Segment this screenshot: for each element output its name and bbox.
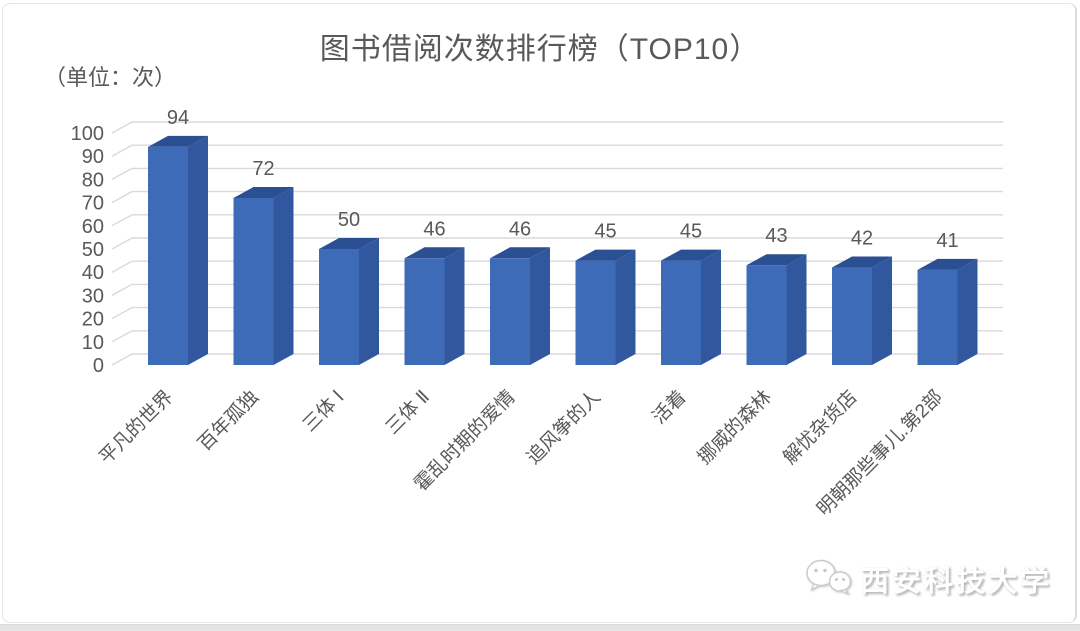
bar-side-face [188,135,208,365]
bar-value-label: 43 [765,225,787,247]
bar-top-face [661,249,721,261]
bar-group [319,238,379,365]
bar-value-label: 42 [851,228,873,250]
x-category-label: 追风筝的人 [522,386,605,469]
bar-front-face [917,269,958,365]
bar-group [746,254,807,365]
bar-top-face [832,256,892,268]
bar-top-face [404,247,465,259]
bar-group [575,249,636,365]
bar-group [917,258,978,365]
bar-top-face [746,254,807,266]
bar-side-face [273,186,294,365]
y-tick-label: 20 [82,309,104,331]
y-tick-label: 100 [71,123,104,145]
bar-side-face [872,256,892,365]
y-tick-label: 40 [82,262,104,284]
bar-side-face [615,249,636,365]
y-tick-label: 70 [82,193,104,215]
bar-front-face [746,265,787,365]
bar-front-face [490,258,530,365]
bar-value-label: 46 [423,218,445,240]
gridline [111,237,1003,250]
y-tick-label: 80 [82,169,104,191]
bar-group [148,135,208,365]
bar-front-face [832,267,872,365]
bar-side-face [444,247,465,365]
bar-top-face [917,258,978,270]
bar-group [233,186,294,365]
bar-value-label: 50 [338,209,360,231]
y-tick-label: 90 [82,146,104,168]
chart-title: 图书借阅次数排行榜（TOP10） [319,33,761,66]
bar-front-face [148,146,188,365]
y-tick-label: 0 [93,355,104,377]
bar-top-face [148,135,208,147]
bar-side-face [530,247,550,365]
bar-value-label: 45 [680,221,702,243]
bar-front-face [404,258,445,365]
gridline [111,121,1003,134]
bar-side-face [786,254,807,365]
x-category-label: 三体 Ⅱ [381,386,434,439]
bar-front-face [233,197,274,365]
bar-group [661,249,721,365]
x-category-label: 三体 Ⅰ [298,386,348,436]
watermark-text: 西安科技大学 [859,566,1052,598]
bar-group [490,247,550,365]
bar-top-face [319,238,379,249]
bottom-strip [0,624,1080,631]
x-category-label: 挪威的森林 [693,386,776,469]
wechat-icon [806,559,852,595]
x-category-label: 解忧杂货店 [779,386,862,469]
bar-front-face [661,260,701,365]
watermark: 西安科技大学 [804,558,1052,600]
bar-value-label: 46 [509,218,531,240]
bar-side-face [701,249,721,365]
unit-label: （单位：次） [44,65,177,90]
gridline [111,167,1003,181]
bar-side-face [359,238,379,365]
gridline [111,144,1003,157]
bar-top-face [575,249,636,261]
y-tick-label: 50 [82,239,104,261]
bar-value-label: 45 [594,221,616,243]
bar-side-face [957,258,978,365]
bar-front-face [575,260,616,365]
x-category-label: 平凡的世界 [95,386,178,469]
bar-group [832,256,892,365]
x-category-label: 活着 [648,386,690,428]
bar-value-label: 72 [252,158,274,180]
x-category-label: 百年孤独 [194,386,263,455]
bar-top-face [490,247,550,259]
y-tick-label: 30 [82,285,104,307]
bar-front-face [319,249,359,365]
bar-chart: 010203040506070809010094平凡的世界72百年孤独50三体 … [71,107,1003,520]
y-tick-label: 10 [82,332,104,354]
bar-top-face [233,186,294,198]
bar-value-label: 41 [936,230,958,252]
gridline [111,214,1003,227]
y-tick-label: 60 [82,216,104,238]
bar-group [404,247,465,365]
gridline [111,190,1003,204]
bar-value-label: 94 [167,107,189,129]
